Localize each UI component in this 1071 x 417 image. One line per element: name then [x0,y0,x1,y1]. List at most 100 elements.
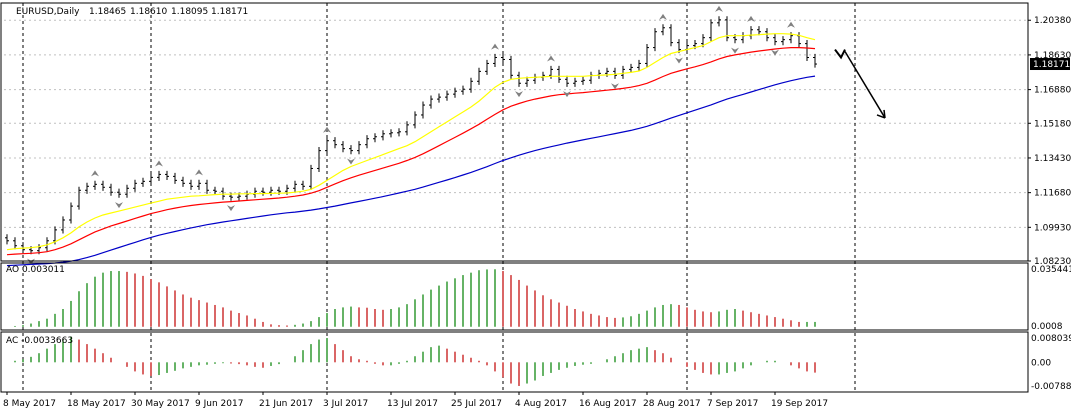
price-bar[interactable] [125,184,129,198]
fractal-down-marker [675,57,683,64]
price-bar[interactable] [677,39,681,54]
price-bar[interactable] [757,26,761,36]
fractal-up-marker [323,126,331,133]
price-bar[interactable] [773,34,777,46]
price-bar[interactable] [85,182,89,194]
price-bar[interactable] [181,176,185,187]
price-bar[interactable] [93,180,97,190]
price-bar[interactable] [501,53,505,64]
forecast-bracket[interactable] [834,48,846,60]
price-axis-tick: 1.13430 [1034,154,1071,164]
price-bar[interactable] [637,59,641,71]
price-bar[interactable] [165,170,169,180]
time-axis-tick: 16 Aug 2017 [579,399,637,409]
ac-axis-tick: 0.0080396 [1031,334,1071,344]
price-bar[interactable] [149,173,153,185]
price-bar[interactable] [109,183,113,196]
price-bar[interactable] [805,40,809,62]
price-bar[interactable] [557,65,561,83]
price-bar[interactable] [173,172,177,184]
price-bar[interactable] [157,170,161,181]
price-bar[interactable] [421,101,425,119]
price-bar[interactable] [717,16,721,27]
price-bar[interactable] [653,28,657,52]
price-bar[interactable] [197,179,201,190]
ao-pane[interactable] [7,269,816,327]
price-bar[interactable] [349,145,353,155]
price-bar[interactable] [669,24,673,47]
price-bar[interactable] [525,76,529,87]
price-bar[interactable] [461,85,465,95]
price-bar[interactable] [333,137,337,149]
price-bar[interactable] [621,65,625,79]
header-open: 1.18465 [89,7,126,17]
price-bar[interactable] [509,55,513,79]
price-bar[interactable] [485,59,489,75]
price-bar[interactable] [437,93,441,103]
price-bar[interactable] [565,75,569,87]
price-bar[interactable] [61,216,65,234]
time-axis-tick: 30 May 2017 [131,399,190,409]
price-bar[interactable] [581,76,585,85]
price-bar[interactable] [77,186,81,210]
price-bar[interactable] [645,44,649,68]
price-bar[interactable] [5,234,9,245]
fractal-up-marker [91,170,99,177]
price-pane[interactable] [5,5,886,267]
price-bar[interactable] [261,187,265,196]
price-bar[interactable] [69,202,73,224]
price-bar[interactable] [205,179,209,194]
price-bar[interactable] [341,141,345,153]
price-bar[interactable] [141,177,145,187]
price-bar[interactable] [189,179,193,190]
price-bar[interactable] [725,16,729,42]
fractal-down-marker [347,158,355,165]
price-bar[interactable] [429,95,433,109]
price-bar[interactable] [389,129,393,138]
price-bar[interactable] [629,63,633,73]
price-bar[interactable] [309,164,313,190]
price-bar[interactable] [13,237,17,250]
price-bar[interactable] [133,179,137,192]
price-axis-tick: 1.15180 [1034,119,1071,129]
price-bar[interactable] [781,36,785,46]
price-bar[interactable] [661,24,665,36]
price-bar[interactable] [269,186,273,196]
time-axis-tick: 3 Jul 2017 [323,399,368,409]
price-bar[interactable] [317,147,321,173]
price-bar[interactable] [365,135,369,149]
forecast-arrow[interactable] [844,51,886,119]
price-bar[interactable] [413,111,417,129]
fractal-up-marker [155,160,163,167]
price-bar[interactable] [405,121,409,136]
price-bar[interactable] [301,180,305,190]
price-bar[interactable] [493,53,497,68]
price-bar[interactable] [373,133,377,143]
current-price-tag [1030,58,1070,71]
price-bar[interactable] [517,71,521,87]
price-bar[interactable] [293,180,297,192]
price-bar[interactable] [381,130,385,141]
price-bar[interactable] [325,137,329,155]
price-bar[interactable] [397,128,401,137]
price-bar[interactable] [469,77,473,93]
price-bar[interactable] [357,141,361,155]
time-axis-tick: 21 Jun 2017 [259,399,313,409]
ac-pane[interactable] [7,336,816,386]
price-axis-tick: 1.08230 [1034,257,1071,267]
price-bar[interactable] [813,53,817,68]
header-symbol: EURUSD,Daily [16,7,80,17]
price-bar[interactable] [101,180,105,191]
price-bar[interactable] [709,19,713,42]
price-bar[interactable] [613,67,617,79]
price-bar[interactable] [477,67,481,85]
price-bar[interactable] [445,90,449,101]
price-bar[interactable] [117,188,121,198]
price-bar[interactable] [573,77,577,87]
price-bar[interactable] [453,87,457,98]
price-bar[interactable] [213,186,217,195]
fractal-down-marker [611,83,619,90]
price-bar[interactable] [765,28,769,42]
